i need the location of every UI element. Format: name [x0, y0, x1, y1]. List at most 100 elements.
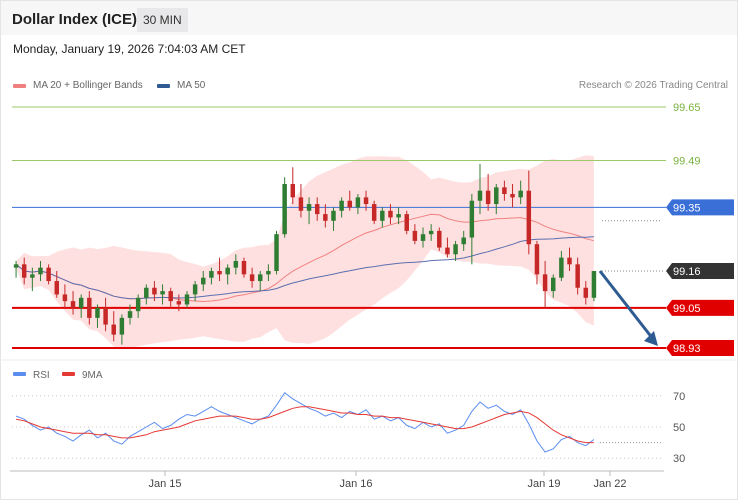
candle-body[interactable]: [306, 204, 312, 211]
candle-body[interactable]: [257, 274, 263, 282]
candle-body[interactable]: [477, 190, 483, 201]
candle-body[interactable]: [78, 297, 84, 308]
candle-body[interactable]: [290, 183, 296, 198]
candle-body[interactable]: [160, 291, 165, 295]
candle-body[interactable]: [249, 274, 255, 282]
level-tag-2: [666, 199, 734, 216]
rsi-tick-1: 50: [673, 422, 685, 434]
candle-body[interactable]: [575, 264, 580, 288]
candle-body[interactable]: [54, 281, 60, 295]
candle-body[interactable]: [103, 307, 108, 325]
chart-header: Dollar Index (ICE) 30 MIN: [1, 1, 737, 35]
candle-body[interactable]: [225, 267, 230, 275]
candle-body[interactable]: [282, 183, 287, 235]
candle-body[interactable]: [217, 271, 222, 275]
candle-body[interactable]: [396, 214, 401, 218]
candle-body[interactable]: [298, 197, 304, 211]
candle-body[interactable]: [144, 287, 149, 298]
candle-body[interactable]: [567, 257, 572, 265]
candle-body[interactable]: [331, 210, 336, 221]
candle-body[interactable]: [583, 287, 589, 298]
candle-body[interactable]: [95, 307, 100, 318]
candle-body[interactable]: [380, 210, 385, 221]
candle-body[interactable]: [119, 317, 125, 335]
candle-body[interactable]: [371, 204, 377, 221]
candle-body[interactable]: [453, 244, 458, 255]
candle-body[interactable]: [127, 311, 133, 318]
candle-body[interactable]: [13, 264, 19, 268]
timestamp: Monday, January 19, 2026 7:04:03 AM CET: [13, 42, 246, 56]
candle-body[interactable]: [550, 277, 556, 292]
rsi-tick-0: 70: [673, 391, 685, 403]
candle-body[interactable]: [526, 190, 532, 245]
candle-body[interactable]: [152, 287, 157, 295]
candle-body[interactable]: [420, 234, 426, 241]
candle-body[interactable]: [314, 204, 320, 215]
candle-body[interactable]: [510, 194, 515, 198]
candle-body[interactable]: [46, 267, 51, 282]
rsi-ma-swatch: [62, 372, 75, 376]
level-label-1: 99.49: [673, 156, 701, 168]
candle-body[interactable]: [502, 187, 507, 195]
chart-title: Dollar Index (ICE): [12, 11, 138, 28]
candle-body[interactable]: [339, 200, 344, 211]
copyright: Research © 2026 Trading Central: [578, 80, 728, 91]
candle-body[interactable]: [494, 187, 499, 205]
level-label-3: 99.16: [673, 266, 701, 278]
candle-body[interactable]: [534, 244, 540, 275]
candle-body[interactable]: [461, 237, 466, 245]
candle-body[interactable]: [412, 230, 418, 241]
candle-body[interactable]: [388, 210, 393, 218]
candle-body[interactable]: [70, 301, 76, 308]
candle-body[interactable]: [428, 230, 434, 235]
candle-body[interactable]: [445, 247, 450, 255]
candle-body[interactable]: [323, 214, 328, 221]
level-tag-5: [666, 340, 734, 356]
candle-body[interactable]: [404, 214, 409, 231]
candle-body[interactable]: [591, 271, 597, 298]
time-tick-1: Jan 16: [339, 478, 372, 490]
candle-body[interactable]: [111, 324, 116, 335]
candle-body[interactable]: [241, 260, 247, 275]
interval-selector[interactable]: 30 MIN: [137, 8, 188, 32]
ma20-swatch: [13, 83, 26, 88]
candle-body[interactable]: [542, 274, 548, 292]
level-label-5: 98.93: [673, 343, 701, 355]
candle-body[interactable]: [363, 197, 369, 205]
candle-body[interactable]: [184, 294, 190, 305]
rsi-ma-label: 9MA: [82, 370, 103, 381]
candle-body[interactable]: [168, 291, 173, 302]
candle-body[interactable]: [274, 234, 279, 272]
candle-body[interactable]: [355, 197, 361, 208]
ma50-line: [15, 236, 594, 300]
level-label-4: 99.05: [673, 303, 701, 315]
candle-body[interactable]: [233, 260, 239, 268]
candle-body[interactable]: [21, 264, 27, 278]
candle-body[interactable]: [135, 297, 141, 312]
candle-body[interactable]: [30, 274, 35, 278]
forecast-arrow: [598, 270, 655, 340]
level-label-2: 99.35: [673, 202, 701, 214]
candle-body[interactable]: [38, 267, 43, 275]
candle-body[interactable]: [347, 200, 353, 208]
candle-body[interactable]: [176, 301, 182, 305]
level-label-0: 99.65: [673, 102, 701, 114]
candle-body[interactable]: [209, 271, 214, 278]
candle-body[interactable]: [469, 200, 475, 238]
candle-body[interactable]: [559, 257, 564, 278]
rsi-ma-line: [16, 406, 594, 444]
candle-body[interactable]: [518, 190, 523, 198]
ma50-swatch: [157, 83, 170, 88]
candle-body[interactable]: [87, 297, 92, 318]
legend-ma20: MA 20 + Bollinger Bands: [13, 80, 143, 91]
legend-ma50: MA 50: [157, 80, 205, 91]
candle-body[interactable]: [266, 271, 271, 275]
candle-body[interactable]: [62, 294, 68, 302]
candle-body[interactable]: [201, 277, 206, 285]
rsi-tick-2: 30: [673, 453, 685, 465]
forecast-arrowhead: [644, 331, 658, 346]
candle-body[interactable]: [485, 190, 491, 205]
candle-body[interactable]: [192, 284, 198, 295]
candle-body[interactable]: [437, 230, 442, 248]
